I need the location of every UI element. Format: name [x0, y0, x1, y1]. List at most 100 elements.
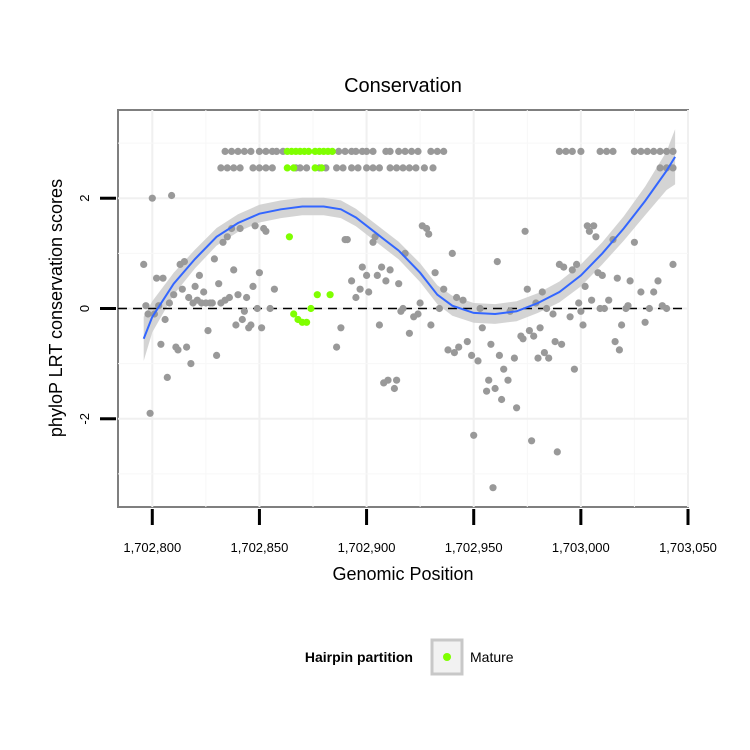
- x-tick-label: 1,702,900: [338, 540, 396, 555]
- point-background: [663, 304, 671, 313]
- point-background: [440, 147, 448, 155]
- point-background: [566, 313, 574, 321]
- point-background: [487, 340, 495, 348]
- point-background: [525, 327, 534, 335]
- point-background: [249, 282, 257, 290]
- point-background: [140, 260, 148, 268]
- point-background: [262, 147, 270, 155]
- point-background: [390, 384, 398, 393]
- point-background: [386, 164, 394, 172]
- point-background: [144, 310, 152, 318]
- point-background: [408, 147, 416, 155]
- point-background: [521, 227, 529, 235]
- point-background: [386, 147, 394, 155]
- point-mature: [328, 147, 336, 155]
- point-background: [519, 335, 527, 343]
- point-background: [191, 282, 199, 290]
- point-background: [513, 404, 521, 412]
- point-background: [399, 164, 407, 172]
- point-background: [600, 304, 609, 313]
- point-background: [354, 164, 362, 172]
- point-background: [615, 346, 624, 354]
- point-background: [656, 147, 664, 155]
- point-background: [363, 164, 371, 172]
- point-background: [219, 238, 227, 246]
- point-background: [485, 376, 493, 384]
- point-background: [225, 293, 233, 302]
- point-background: [382, 277, 390, 285]
- point-background: [187, 360, 195, 368]
- point-background: [373, 271, 381, 279]
- point-background: [148, 194, 156, 202]
- point-background: [562, 147, 570, 155]
- point-background: [669, 260, 677, 268]
- point-background: [157, 340, 165, 348]
- point-background: [247, 321, 255, 329]
- point-background: [427, 321, 435, 329]
- point-background: [528, 437, 536, 445]
- point-background: [251, 222, 259, 230]
- point-background: [228, 147, 236, 155]
- point-background: [253, 304, 261, 313]
- point-background: [476, 304, 484, 313]
- point-background: [412, 164, 420, 172]
- point-background: [611, 338, 619, 346]
- point-background: [393, 376, 401, 384]
- point-background: [183, 343, 191, 351]
- point-background: [423, 224, 431, 233]
- point-background: [369, 164, 377, 172]
- point-background: [335, 147, 343, 155]
- point-background: [375, 321, 383, 329]
- point-background: [573, 260, 581, 268]
- point-background: [568, 266, 576, 274]
- point-background: [223, 233, 231, 241]
- point-background: [416, 299, 424, 307]
- point-mature: [313, 291, 321, 299]
- point-background: [356, 285, 364, 293]
- point-background: [208, 299, 216, 307]
- point-mature: [305, 147, 313, 155]
- point-background: [255, 147, 263, 155]
- point-background: [588, 296, 596, 304]
- point-background: [429, 164, 437, 172]
- point-background: [399, 304, 407, 313]
- point-background: [618, 321, 626, 329]
- point-background: [650, 288, 658, 296]
- point-background: [386, 266, 394, 274]
- point-background: [363, 147, 371, 155]
- y-tick-label: 2: [77, 195, 92, 202]
- point-background: [236, 164, 244, 172]
- point-background: [596, 147, 604, 155]
- point-background: [337, 324, 345, 332]
- point-background: [500, 365, 508, 373]
- point-background: [433, 147, 441, 155]
- x-tick-label: 1,702,950: [445, 540, 503, 555]
- x-tick-label: 1,703,050: [659, 540, 717, 555]
- y-tick-label: -2: [77, 413, 92, 425]
- point-background: [669, 147, 677, 155]
- point-background: [378, 263, 386, 271]
- y-axis-title: phyloP LRT conservation scores: [46, 179, 66, 437]
- point-background: [581, 282, 589, 290]
- point-background: [414, 147, 422, 155]
- point-background: [333, 164, 341, 172]
- point-background: [459, 296, 467, 304]
- point-background: [395, 280, 403, 288]
- point-background: [255, 269, 263, 277]
- point-background: [358, 263, 366, 271]
- point-background: [523, 285, 531, 293]
- point-background: [536, 324, 544, 332]
- point-background: [341, 147, 349, 155]
- point-background: [195, 271, 203, 279]
- point-background: [232, 321, 240, 329]
- point-background: [510, 354, 518, 362]
- point-background: [470, 431, 478, 439]
- point-background: [268, 164, 276, 172]
- point-background: [168, 191, 176, 200]
- point-background: [262, 164, 270, 172]
- point-background: [483, 387, 491, 395]
- point-background: [592, 233, 600, 241]
- point-background: [142, 302, 150, 310]
- point-mature: [307, 304, 315, 313]
